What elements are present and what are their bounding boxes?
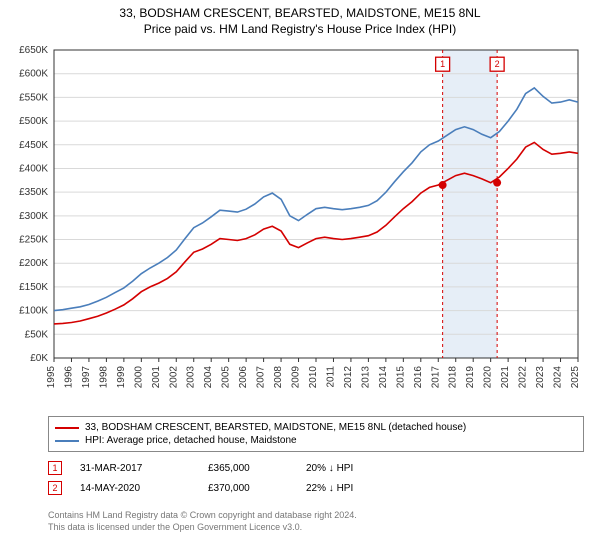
svg-text:2002: 2002 — [168, 366, 179, 389]
svg-text:2005: 2005 — [221, 366, 232, 389]
svg-text:2021: 2021 — [500, 366, 511, 389]
svg-text:1: 1 — [440, 59, 445, 69]
svg-text:2023: 2023 — [535, 366, 546, 389]
svg-text:£400K: £400K — [19, 163, 48, 174]
svg-text:2009: 2009 — [291, 366, 302, 389]
event-delta-1: 20% ↓ HPI — [306, 463, 396, 474]
svg-text:2007: 2007 — [256, 366, 267, 389]
svg-text:2003: 2003 — [186, 366, 197, 389]
svg-text:2013: 2013 — [360, 366, 371, 389]
event-marker-1: 1 — [48, 461, 62, 475]
legend-row-hpi: HPI: Average price, detached house, Maid… — [55, 434, 577, 447]
events-table: 1 31-MAR-2017 £365,000 20% ↓ HPI 2 14-MA… — [48, 458, 584, 498]
svg-text:2006: 2006 — [238, 366, 249, 389]
title-line2: Price paid vs. HM Land Registry's House … — [144, 22, 456, 36]
svg-text:£150K: £150K — [19, 282, 48, 293]
chart-plot-area: 12£0K£50K£100K£150K£200K£250K£300K£350K£… — [48, 44, 584, 404]
legend-label-property: 33, BODSHAM CRESCENT, BEARSTED, MAIDSTON… — [85, 422, 466, 433]
event-marker-2: 2 — [48, 481, 62, 495]
chart-svg: 12£0K£50K£100K£150K£200K£250K£300K£350K£… — [48, 44, 584, 404]
svg-text:2: 2 — [495, 59, 500, 69]
svg-text:2014: 2014 — [378, 366, 389, 389]
svg-text:2001: 2001 — [151, 366, 162, 389]
legend-swatch-hpi — [55, 440, 79, 442]
svg-text:2008: 2008 — [273, 366, 284, 389]
footer-line2: This data is licensed under the Open Gov… — [48, 522, 302, 532]
svg-text:2020: 2020 — [483, 366, 494, 389]
svg-text:£650K: £650K — [19, 45, 48, 56]
footer-line1: Contains HM Land Registry data © Crown c… — [48, 510, 357, 520]
svg-text:2010: 2010 — [308, 366, 319, 389]
svg-text:£300K: £300K — [19, 211, 48, 222]
svg-text:1995: 1995 — [46, 366, 57, 389]
svg-text:2024: 2024 — [553, 366, 564, 389]
svg-text:£100K: £100K — [19, 306, 48, 317]
legend-label-hpi: HPI: Average price, detached house, Maid… — [85, 435, 297, 446]
event-price-2: £370,000 — [208, 483, 288, 494]
legend: 33, BODSHAM CRESCENT, BEARSTED, MAIDSTON… — [48, 416, 584, 452]
svg-text:£200K: £200K — [19, 258, 48, 269]
svg-text:£50K: £50K — [25, 329, 49, 340]
event-delta-2: 22% ↓ HPI — [306, 483, 396, 494]
svg-text:2025: 2025 — [570, 366, 581, 389]
svg-text:2019: 2019 — [465, 366, 476, 389]
svg-text:1996: 1996 — [63, 366, 74, 389]
chart-title: 33, BODSHAM CRESCENT, BEARSTED, MAIDSTON… — [0, 0, 600, 37]
event-date-1: 31-MAR-2017 — [80, 463, 190, 474]
svg-text:1997: 1997 — [81, 366, 92, 389]
svg-text:1998: 1998 — [98, 366, 109, 389]
svg-text:£500K: £500K — [19, 116, 48, 127]
svg-text:2017: 2017 — [430, 366, 441, 389]
svg-text:2015: 2015 — [395, 366, 406, 389]
event-price-1: £365,000 — [208, 463, 288, 474]
svg-text:2004: 2004 — [203, 366, 214, 389]
svg-text:2000: 2000 — [133, 366, 144, 389]
svg-text:2018: 2018 — [448, 366, 459, 389]
footer-attribution: Contains HM Land Registry data © Crown c… — [48, 510, 584, 533]
svg-text:£250K: £250K — [19, 235, 48, 246]
legend-row-property: 33, BODSHAM CRESCENT, BEARSTED, MAIDSTON… — [55, 421, 577, 434]
svg-text:£350K: £350K — [19, 187, 48, 198]
event-date-2: 14-MAY-2020 — [80, 483, 190, 494]
svg-text:£600K: £600K — [19, 69, 48, 80]
legend-swatch-property — [55, 427, 79, 429]
svg-text:1999: 1999 — [116, 366, 127, 389]
title-line1: 33, BODSHAM CRESCENT, BEARSTED, MAIDSTON… — [119, 6, 480, 20]
svg-text:2016: 2016 — [413, 366, 424, 389]
svg-text:2011: 2011 — [325, 366, 336, 388]
svg-text:£450K: £450K — [19, 140, 48, 151]
event-row-2: 2 14-MAY-2020 £370,000 22% ↓ HPI — [48, 478, 584, 498]
svg-text:£0K: £0K — [30, 353, 48, 364]
event-row-1: 1 31-MAR-2017 £365,000 20% ↓ HPI — [48, 458, 584, 478]
svg-text:£550K: £550K — [19, 92, 48, 103]
svg-text:2012: 2012 — [343, 366, 354, 389]
svg-text:2022: 2022 — [518, 366, 529, 389]
